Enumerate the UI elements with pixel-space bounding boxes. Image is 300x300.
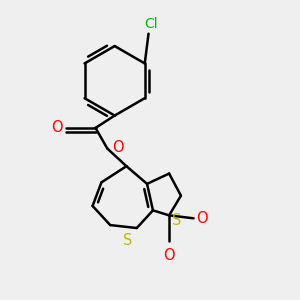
Text: O: O: [163, 248, 175, 263]
Text: O: O: [196, 211, 208, 226]
Text: Cl: Cl: [145, 17, 158, 31]
Text: O: O: [112, 140, 123, 155]
Text: S: S: [123, 233, 133, 248]
Text: O: O: [51, 119, 63, 134]
Text: S: S: [172, 213, 182, 228]
